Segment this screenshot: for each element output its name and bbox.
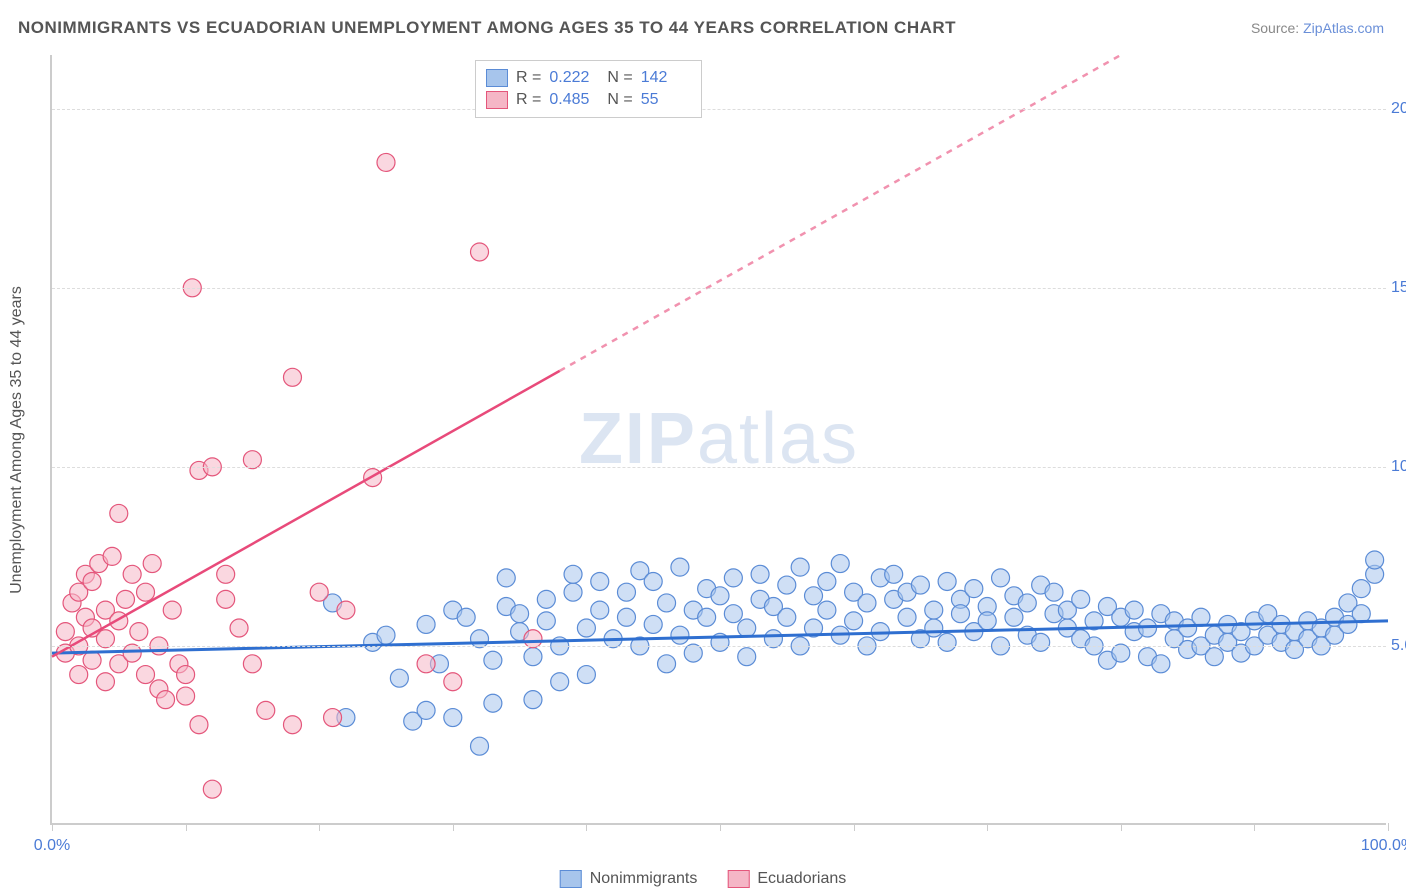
- legend-swatch-nonimmigrants: [560, 870, 582, 888]
- chart-title: NONIMMIGRANTS VS ECUADORIAN UNEMPLOYMENT…: [18, 18, 956, 38]
- n-value-nonimmigrants: 142: [641, 69, 691, 87]
- source-link[interactable]: ZipAtlas.com: [1303, 20, 1384, 36]
- swatch-nonimmigrants: [486, 69, 508, 87]
- source-attribution: Source: ZipAtlas.com: [1251, 20, 1384, 36]
- stats-box: R = 0.222 N = 142 R = 0.485 N = 55: [475, 60, 702, 118]
- legend: Nonimmigrants Ecuadorians: [560, 870, 847, 888]
- legend-label-ecuadorians: Ecuadorians: [757, 870, 846, 888]
- n-label: N =: [607, 69, 632, 87]
- x-tick-label: 0.0%: [34, 837, 70, 855]
- source-label: Source:: [1251, 20, 1299, 36]
- y-tick-label: 10.0%: [1391, 458, 1406, 476]
- n-label: N =: [607, 91, 632, 109]
- stats-row-nonimmigrants: R = 0.222 N = 142: [486, 67, 691, 89]
- r-label: R =: [516, 69, 541, 87]
- y-tick-label: 5.0%: [1391, 637, 1406, 655]
- y-tick-label: 15.0%: [1391, 279, 1406, 297]
- chart-container: NONIMMIGRANTS VS ECUADORIAN UNEMPLOYMENT…: [0, 0, 1406, 892]
- plot-area: ZIPatlas 5.0%10.0%15.0%20.0%0.0%100.0%: [50, 55, 1386, 825]
- legend-label-nonimmigrants: Nonimmigrants: [590, 870, 698, 888]
- stats-row-ecuadorians: R = 0.485 N = 55: [486, 89, 691, 111]
- legend-item-ecuadorians: Ecuadorians: [727, 870, 846, 888]
- r-value-ecuadorians: 0.485: [549, 91, 599, 109]
- r-label: R =: [516, 91, 541, 109]
- y-axis-label: Unemployment Among Ages 35 to 44 years: [8, 286, 26, 594]
- swatch-ecuadorians: [486, 91, 508, 109]
- x-tick-label: 100.0%: [1361, 837, 1406, 855]
- plot-svg: [52, 55, 1386, 823]
- n-value-ecuadorians: 55: [641, 91, 691, 109]
- r-value-nonimmigrants: 0.222: [549, 69, 599, 87]
- legend-swatch-ecuadorians: [727, 870, 749, 888]
- legend-item-nonimmigrants: Nonimmigrants: [560, 870, 698, 888]
- y-tick-label: 20.0%: [1391, 100, 1406, 118]
